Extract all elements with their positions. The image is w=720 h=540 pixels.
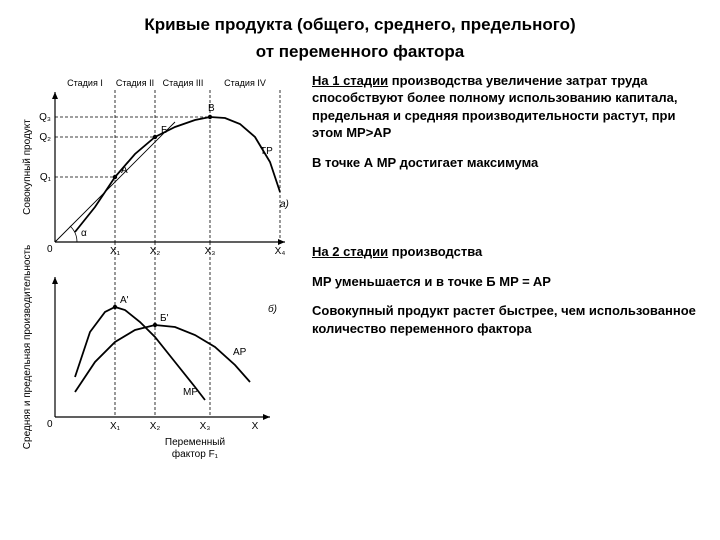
svg-text:Стадия IV: Стадия IV: [224, 78, 266, 88]
svg-text:0: 0: [47, 244, 53, 255]
p3-underline: На 2 стадии: [312, 244, 388, 259]
svg-text:X₂: X₂: [150, 421, 161, 432]
svg-text:MP: MP: [183, 387, 198, 398]
svg-text:TP: TP: [260, 146, 273, 157]
svg-text:фактор F₁: фактор F₁: [172, 448, 219, 460]
svg-text:В: В: [208, 103, 215, 114]
para-3: На 2 стадии производства: [312, 243, 700, 261]
svg-text:Стадия I: Стадия I: [67, 78, 103, 88]
content-row: Совокупный продукт Стадия I Стадия II Стади…: [20, 72, 700, 497]
svg-text:Переменный: Переменный: [165, 437, 225, 448]
p1-underline: На 1 стадии: [312, 73, 388, 88]
svg-text:Q₂: Q₂: [39, 132, 51, 143]
title-line-1: Кривые продукта (общего, среднего, преде…: [20, 12, 700, 38]
p5-text: Совокупный продукт растет быстрее, чем и…: [312, 303, 696, 336]
text-column: На 1 стадии производства увеличение затр…: [312, 72, 700, 497]
svg-text:Б': Б': [160, 313, 169, 324]
svg-text:а): а): [280, 199, 289, 210]
title-block: Кривые продукта (общего, среднего, преде…: [20, 12, 700, 62]
para-5: Совокупный продукт растет быстрее, чем и…: [312, 302, 700, 337]
svg-text:α: α: [81, 228, 87, 239]
svg-text:X: X: [252, 421, 259, 432]
svg-text:Q₁: Q₁: [40, 172, 52, 183]
title-line-2: от переменного фактора: [20, 42, 700, 62]
svg-text:X₁: X₁: [110, 421, 121, 432]
svg-text:Совокупный продукт: Совокупный продукт: [22, 118, 33, 214]
p2-text: В точке А MP достигает максимума: [312, 155, 538, 170]
p3-rest: производства: [388, 244, 482, 259]
para-2: В точке А MP достигает максимума: [312, 154, 700, 172]
para-1: На 1 стадии производства увеличение затр…: [312, 72, 700, 142]
svg-text:Стадия II: Стадия II: [116, 78, 154, 88]
chart-column: Совокупный продукт Стадия I Стадия II Стади…: [20, 72, 300, 497]
svg-text:А': А': [120, 295, 129, 306]
svg-text:Q₃: Q₃: [39, 112, 51, 123]
svg-text:б): б): [268, 303, 277, 315]
svg-text:X₃: X₃: [200, 421, 211, 432]
p4-text: MP уменьшается и в точке Б MP = AP: [312, 274, 551, 289]
spacer: [312, 183, 700, 243]
svg-text:Стадия III: Стадия III: [163, 78, 204, 88]
product-curves-chart: Совокупный продукт Стадия I Стадия II Стади…: [20, 72, 300, 492]
svg-text:AP: AP: [233, 347, 247, 358]
svg-text:0: 0: [47, 419, 53, 430]
svg-text:Средняя и предельная производи: Средняя и предельная производительность: [22, 244, 33, 448]
svg-text:X₄: X₄: [275, 246, 286, 257]
para-4: MP уменьшается и в точке Б MP = AP: [312, 273, 700, 291]
